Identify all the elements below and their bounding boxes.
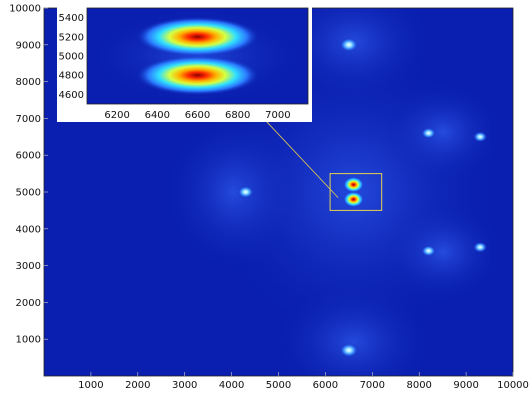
haze-region — [163, 112, 304, 272]
inset-y-tick-label: 5200 — [59, 32, 84, 43]
hotspot-point — [339, 342, 359, 358]
x-tick-label: 10000 — [497, 380, 529, 391]
hotspot-point — [237, 185, 254, 199]
inset-axes: 6200 6400 6600 6800 7000 4600 4800 5000 5200 5400 — [59, 7, 309, 121]
y-tick-label: 8000 — [16, 77, 41, 88]
hotspot-point — [473, 241, 488, 253]
inset-heatmap — [57, 0, 312, 122]
x-tick-label: 9000 — [453, 380, 478, 391]
y-tick-label: 5000 — [16, 188, 41, 199]
inset-x-tick-label: 6600 — [185, 110, 210, 121]
y-tick-label: 2000 — [16, 298, 41, 309]
x-tick-label: 2000 — [125, 380, 150, 391]
inset-x-tick-label: 6800 — [225, 110, 250, 121]
zoom-box — [329, 173, 383, 211]
x-tick-label: 5000 — [266, 380, 291, 391]
haze-region — [273, 8, 434, 102]
y-tick-label: 4000 — [16, 224, 41, 235]
haze-region — [383, 82, 504, 182]
inset-y-tick-label: 4800 — [59, 71, 84, 82]
hotspot-point — [421, 127, 437, 139]
x-tick-label: 1000 — [78, 380, 103, 391]
y-tick-label: 1000 — [16, 335, 41, 346]
haze-region — [383, 202, 504, 302]
x-tick-label: 7000 — [360, 380, 385, 391]
inset-x-tick-label: 6400 — [145, 110, 170, 121]
inset-y-tick-label: 5400 — [59, 13, 84, 24]
x-tick-label: 4000 — [219, 380, 244, 391]
y-tick-label: 7000 — [16, 114, 41, 125]
haze-region — [273, 282, 434, 376]
y-tick-label: 3000 — [16, 261, 41, 272]
x-tick-label: 6000 — [313, 380, 338, 391]
y-tick-label: 6000 — [16, 151, 41, 162]
inset-y-tick-label: 4600 — [59, 90, 84, 101]
hotspot-point — [343, 191, 364, 208]
inset-hotspot-point — [135, 55, 260, 96]
inset-x-tick-label: 6200 — [104, 110, 129, 121]
y-tick-label: 10000 — [9, 4, 41, 15]
inset-frame — [86, 7, 309, 105]
x-tick-label: 8000 — [406, 380, 431, 391]
inset-y-tick-label: 5000 — [59, 52, 84, 63]
hotspot-point — [339, 37, 359, 53]
y-tick-label: 9000 — [16, 40, 41, 51]
inset-hotspot-point — [135, 16, 260, 57]
hotspot-point — [473, 131, 488, 143]
x-tick-label: 3000 — [172, 380, 197, 391]
hotspot-point — [421, 245, 437, 257]
inset-x-tick-label: 7000 — [265, 110, 290, 121]
hotspot-point — [343, 176, 364, 193]
